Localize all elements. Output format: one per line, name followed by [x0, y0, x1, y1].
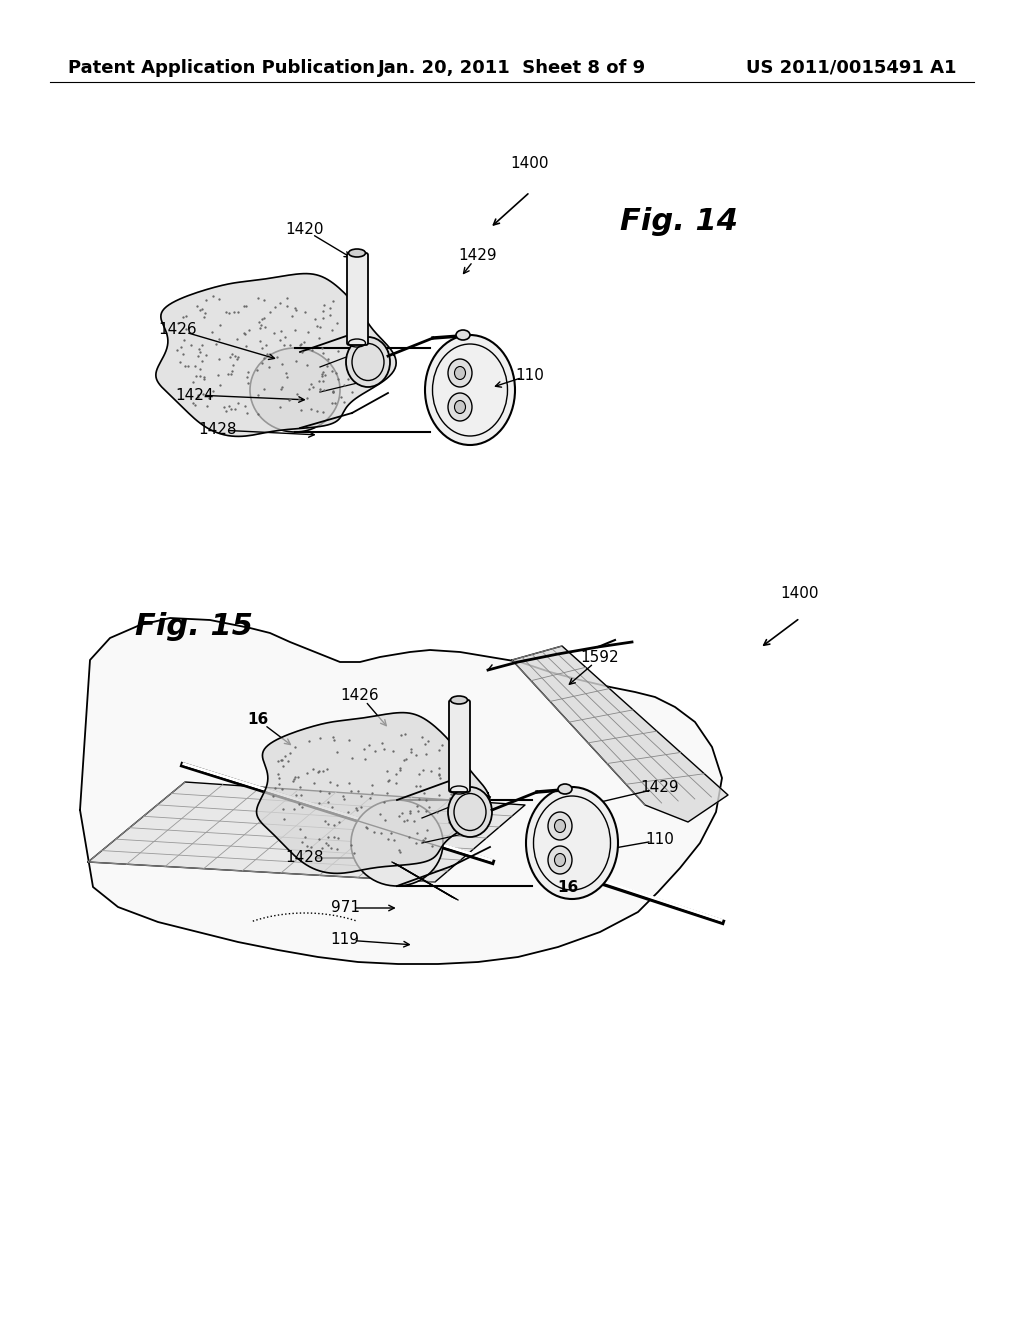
Ellipse shape — [455, 367, 466, 380]
Text: 1420: 1420 — [286, 223, 325, 238]
Text: 1429: 1429 — [641, 780, 679, 796]
Text: Jan. 20, 2011  Sheet 8 of 9: Jan. 20, 2011 Sheet 8 of 9 — [378, 59, 646, 77]
Ellipse shape — [456, 330, 470, 341]
Ellipse shape — [250, 348, 340, 432]
Ellipse shape — [449, 787, 492, 837]
Polygon shape — [512, 645, 728, 822]
Text: 16: 16 — [557, 880, 579, 895]
Ellipse shape — [526, 787, 618, 899]
FancyBboxPatch shape — [347, 253, 368, 345]
Polygon shape — [257, 713, 489, 874]
Text: 1428: 1428 — [199, 422, 238, 437]
Text: Fig. 14: Fig. 14 — [620, 207, 738, 236]
FancyBboxPatch shape — [449, 700, 470, 792]
Text: 971: 971 — [331, 900, 359, 916]
Ellipse shape — [348, 249, 366, 257]
Text: 110: 110 — [645, 833, 675, 847]
Text: 1424: 1424 — [176, 388, 214, 403]
Ellipse shape — [351, 800, 443, 886]
Ellipse shape — [425, 335, 515, 445]
Polygon shape — [156, 273, 396, 437]
Polygon shape — [88, 781, 525, 882]
Ellipse shape — [548, 846, 572, 874]
Text: Fig. 15: Fig. 15 — [135, 612, 253, 642]
Text: 1429: 1429 — [459, 248, 498, 263]
Ellipse shape — [455, 400, 466, 413]
Text: US 2011/0015491 A1: US 2011/0015491 A1 — [745, 59, 956, 77]
Text: 1400: 1400 — [511, 156, 549, 172]
Text: 110: 110 — [515, 367, 545, 383]
Ellipse shape — [449, 359, 472, 387]
Text: 1592: 1592 — [581, 651, 620, 665]
Text: Patent Application Publication: Patent Application Publication — [68, 59, 375, 77]
Ellipse shape — [449, 393, 472, 421]
Ellipse shape — [548, 812, 572, 840]
Ellipse shape — [555, 820, 565, 833]
Polygon shape — [80, 618, 722, 964]
Ellipse shape — [451, 696, 468, 704]
Text: 1426: 1426 — [159, 322, 198, 338]
Text: 16: 16 — [248, 713, 268, 727]
Ellipse shape — [346, 337, 390, 387]
Text: 1426: 1426 — [341, 688, 379, 702]
Ellipse shape — [558, 784, 572, 795]
Text: 1400: 1400 — [780, 586, 819, 601]
Ellipse shape — [555, 854, 565, 866]
Text: 1428: 1428 — [286, 850, 325, 866]
Text: 119: 119 — [331, 932, 359, 948]
